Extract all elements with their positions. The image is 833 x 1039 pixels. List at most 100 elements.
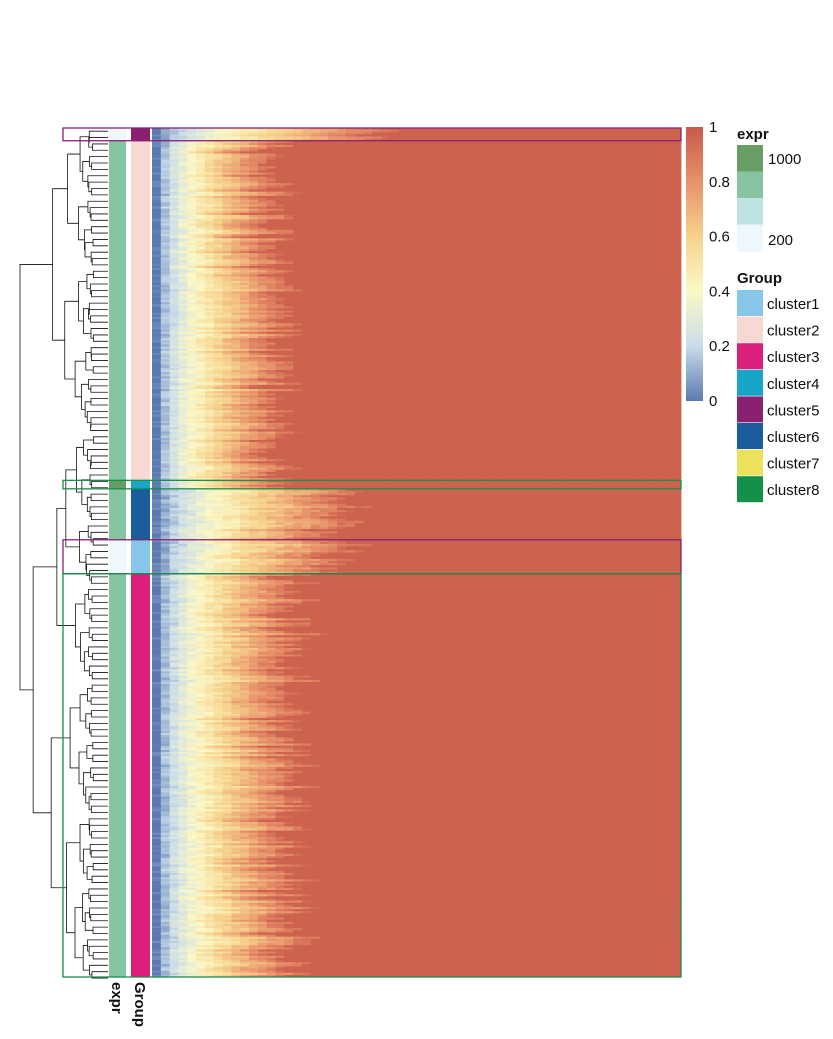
- heatmap-cell: [170, 134, 179, 136]
- heatmap-cell: [655, 136, 664, 138]
- dendrogram-branch: [75, 361, 86, 397]
- heatmap-cell: [372, 132, 381, 134]
- heatmap-cell: [346, 162, 355, 164]
- heatmap-cell: [205, 132, 214, 134]
- heatmap-cell: [196, 151, 205, 153]
- heatmap-cell: [161, 151, 170, 153]
- heatmap-cell: [320, 145, 329, 147]
- heatmap-cell: [231, 162, 240, 164]
- heatmap-cell: [178, 145, 187, 147]
- heatmap-cell: [364, 151, 373, 153]
- dendrogram-branch: [92, 290, 108, 296]
- heatmap-cell: [178, 164, 187, 166]
- heatmap-cell: [205, 166, 214, 168]
- heatmap-cell: [452, 166, 461, 168]
- heatmap-cell: [223, 147, 232, 149]
- heatmap-cell: [337, 145, 346, 147]
- heatmap-cell: [610, 147, 619, 149]
- heatmap-cell: [284, 145, 293, 147]
- heatmap-body: [152, 128, 681, 977]
- heatmap-cell: [187, 136, 196, 138]
- dendrogram-branch: [91, 494, 108, 500]
- heatmap-cell: [549, 130, 558, 132]
- heatmap-cell: [328, 132, 337, 134]
- heatmap-cell: [355, 145, 364, 147]
- heatmap-cell: [434, 153, 443, 155]
- heatmap-cell: [417, 147, 426, 149]
- heatmap-cell: [469, 136, 478, 138]
- heatmap-cell: [249, 132, 258, 134]
- heatmap-cell: [355, 132, 364, 134]
- heatmap-cell: [178, 130, 187, 132]
- heatmap-cell: [275, 145, 284, 147]
- heatmap-cell: [408, 168, 417, 170]
- group-track-block: [131, 489, 150, 540]
- heatmap-cell: [372, 147, 381, 149]
- heatmap-cell: [390, 168, 399, 170]
- heatmap-cell: [575, 166, 584, 168]
- heatmap-cell: [311, 149, 320, 151]
- heatmap-cell: [337, 153, 346, 155]
- heatmap-cell: [637, 132, 646, 134]
- heatmap-cell: [355, 162, 364, 164]
- heatmap-cell: [372, 168, 381, 170]
- heatmap-cell: [240, 151, 249, 153]
- heatmap-cell: [302, 143, 311, 145]
- heatmap-cell: [513, 166, 522, 168]
- heatmap-cell: [558, 153, 567, 155]
- heatmap-cell: [214, 145, 223, 147]
- heatmap-cell: [540, 153, 549, 155]
- heatmap-cell: [249, 143, 258, 145]
- heatmap-cell: [161, 143, 170, 145]
- heatmap-cell: [372, 151, 381, 153]
- heatmap-cell: [214, 160, 223, 162]
- dendrogram-branch: [91, 456, 108, 466]
- heatmap-cell: [531, 151, 540, 153]
- heatmap-cell: [663, 153, 672, 155]
- dendrogram-branch: [70, 708, 80, 768]
- heatmap-cell: [522, 156, 531, 158]
- heatmap-cell: [646, 136, 655, 138]
- heatmap-cell: [390, 158, 399, 160]
- dendrogram-branch: [92, 596, 108, 602]
- heatmap-cell: [496, 151, 505, 153]
- heatmap-cell: [355, 134, 364, 136]
- heatmap-cell: [381, 132, 390, 134]
- heatmap-cell: [355, 149, 364, 151]
- heatmap-cell: [452, 162, 461, 164]
- heatmap-cell: [602, 149, 611, 151]
- heatmap-cell: [663, 134, 672, 136]
- heatmap-cell: [381, 145, 390, 147]
- heatmap-cell: [628, 164, 637, 166]
- heatmap-cell: [628, 168, 637, 170]
- heatmap-cell: [610, 149, 619, 151]
- heatmap-cell: [602, 151, 611, 153]
- dendrogram-branch: [85, 243, 93, 257]
- heatmap-cell: [399, 134, 408, 136]
- heatmap-cell: [240, 149, 249, 151]
- heatmap-cell: [637, 151, 646, 153]
- heatmap-cell: [434, 164, 443, 166]
- heatmap-cell: [161, 160, 170, 162]
- heatmap-cell: [355, 130, 364, 132]
- heatmap-cell: [267, 151, 276, 153]
- heatmap-cell: [593, 132, 602, 134]
- heatmap-cell: [610, 164, 619, 166]
- heatmap-cell: [355, 143, 364, 145]
- heatmap-cell: [408, 166, 417, 168]
- heatmap-cell: [558, 147, 567, 149]
- heatmap-cell: [187, 147, 196, 149]
- heatmap-cell: [672, 149, 681, 151]
- heatmap-cell: [434, 132, 443, 134]
- heatmap-cell: [549, 149, 558, 151]
- heatmap-cell: [531, 132, 540, 134]
- heatmap-cell: [311, 164, 320, 166]
- heatmap-cell: [619, 132, 628, 134]
- heatmap-cell: [381, 147, 390, 149]
- heatmap-cell: [584, 145, 593, 147]
- heatmap-cell: [443, 162, 452, 164]
- heatmap-cell: [390, 145, 399, 147]
- heatmap-cell: [240, 132, 249, 134]
- group-track-block: [131, 128, 150, 141]
- heatmap-cell: [161, 132, 170, 134]
